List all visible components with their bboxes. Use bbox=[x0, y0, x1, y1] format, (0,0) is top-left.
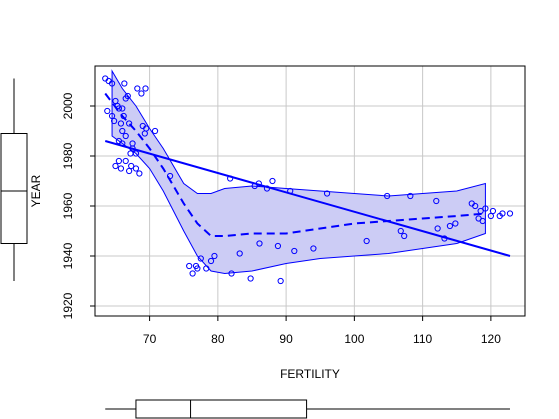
data-point bbox=[472, 202, 479, 210]
x-tick-label: 90 bbox=[279, 332, 293, 346]
data-point bbox=[384, 192, 391, 200]
data-point bbox=[119, 127, 126, 135]
data-point bbox=[227, 175, 234, 182]
data-point bbox=[401, 232, 408, 240]
data-point bbox=[166, 172, 174, 180]
data-point bbox=[112, 162, 119, 170]
data-point bbox=[277, 277, 284, 285]
data-point bbox=[111, 117, 118, 125]
data-point bbox=[499, 210, 506, 217]
data-point bbox=[108, 112, 116, 120]
data-point bbox=[310, 245, 317, 252]
data-point bbox=[136, 170, 143, 177]
data-point bbox=[263, 185, 271, 192]
data-point bbox=[487, 212, 494, 220]
data-point bbox=[255, 180, 262, 187]
data-point bbox=[323, 190, 331, 197]
smooth-line bbox=[104, 92, 486, 237]
data-point bbox=[482, 205, 489, 212]
data-point bbox=[407, 192, 414, 200]
data-point bbox=[112, 97, 119, 105]
data-point bbox=[141, 130, 148, 137]
data-points-layer bbox=[102, 75, 514, 285]
data-point bbox=[104, 107, 111, 115]
data-point bbox=[117, 120, 125, 127]
data-point bbox=[203, 265, 210, 272]
y-box bbox=[0, 133, 28, 244]
data-point bbox=[269, 177, 276, 185]
y-tick-label: 1920 bbox=[61, 292, 75, 319]
data-point bbox=[138, 90, 145, 97]
y-axis-label: YEAR bbox=[29, 174, 43, 207]
data-point bbox=[236, 250, 243, 257]
data-point bbox=[274, 242, 282, 250]
data-point bbox=[134, 85, 141, 92]
data-point bbox=[126, 167, 133, 175]
x-box bbox=[135, 399, 308, 419]
data-point bbox=[433, 197, 440, 205]
data-point bbox=[151, 127, 159, 135]
x-tick-label: 100 bbox=[344, 332, 364, 346]
data-point bbox=[479, 217, 486, 225]
data-point bbox=[207, 257, 215, 265]
data-point bbox=[291, 247, 298, 255]
data-point bbox=[129, 145, 136, 152]
data-point bbox=[122, 157, 129, 165]
data-point bbox=[186, 262, 193, 270]
data-point bbox=[452, 220, 459, 227]
confidence-band-layer bbox=[111, 69, 486, 275]
data-point bbox=[194, 265, 201, 272]
data-point bbox=[228, 270, 235, 277]
x-tick-label: 70 bbox=[143, 332, 157, 346]
data-point bbox=[117, 165, 125, 172]
data-point bbox=[287, 187, 294, 195]
data-point bbox=[132, 165, 140, 172]
y-tick-label: 1980 bbox=[61, 142, 75, 169]
plot-frame bbox=[94, 65, 526, 317]
data-point bbox=[124, 92, 131, 100]
data-point bbox=[256, 240, 263, 247]
x-tick-label: 110 bbox=[413, 332, 432, 346]
data-point bbox=[119, 105, 126, 112]
x-tick-label: 80 bbox=[211, 332, 225, 346]
data-point bbox=[189, 270, 196, 277]
data-point bbox=[115, 105, 122, 112]
y-tick-label: 1940 bbox=[61, 242, 75, 269]
x-tick-label: 120 bbox=[481, 332, 501, 346]
data-point bbox=[108, 80, 116, 87]
data-point bbox=[122, 132, 129, 140]
marginal-boxplots-layer bbox=[0, 78, 510, 419]
data-point bbox=[363, 237, 370, 245]
data-point bbox=[121, 80, 128, 87]
data-point bbox=[397, 227, 404, 235]
data-point bbox=[120, 112, 127, 120]
y-tick-label: 2000 bbox=[61, 92, 75, 119]
data-point bbox=[142, 85, 149, 92]
data-point bbox=[506, 210, 514, 217]
data-point bbox=[115, 157, 122, 165]
confidence-band bbox=[111, 69, 486, 275]
data-point bbox=[197, 255, 204, 262]
data-point bbox=[477, 207, 484, 215]
data-point bbox=[127, 150, 134, 157]
y-tick-label: 1960 bbox=[61, 192, 75, 219]
data-point bbox=[247, 275, 254, 282]
data-point bbox=[489, 207, 497, 215]
data-point bbox=[441, 235, 448, 242]
data-point bbox=[132, 150, 140, 157]
axis-ticks-layer: 70 80 90 100 110 120 1920 1940 1960 1980 2000 bbox=[61, 92, 501, 346]
data-point bbox=[128, 162, 135, 170]
data-point bbox=[126, 120, 133, 127]
x-axis-label: FERTILITY bbox=[280, 367, 340, 381]
data-point bbox=[434, 225, 441, 232]
data-point bbox=[211, 252, 218, 260]
data-point bbox=[446, 222, 454, 230]
data-point bbox=[115, 137, 122, 145]
